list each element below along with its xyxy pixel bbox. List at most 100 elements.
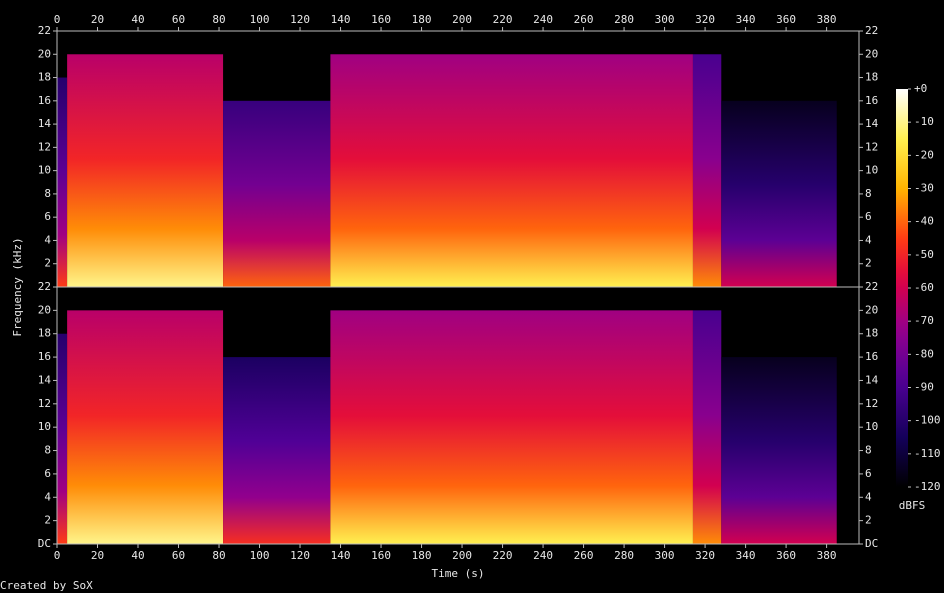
x-tick-label: 140 (331, 549, 351, 562)
colorbar-tick-label: -50 (914, 248, 934, 261)
x-tick-label: 340 (736, 549, 756, 562)
x-tick-label: 40 (131, 549, 144, 562)
spectrum-segment (692, 310, 722, 544)
x-axis-label: Time (s) (432, 567, 485, 580)
y-tick-label: 18 (38, 71, 51, 84)
x-tick-label: 300 (655, 13, 675, 26)
x-tick-label: 160 (371, 549, 391, 562)
colorbar-tick-label: -100 (914, 414, 941, 427)
colorbar-tick-label: -40 (914, 215, 934, 228)
y-tick-label: 22 (38, 24, 51, 37)
x-tick-label: 140 (331, 13, 351, 26)
x-tick-label: 360 (776, 549, 796, 562)
spectrum-segment (57, 333, 68, 544)
y-tick-label: 20 (865, 303, 878, 316)
x-tick-label: 80 (212, 13, 225, 26)
y-tick-label: 18 (38, 327, 51, 340)
y-tick-label: 2 (44, 514, 51, 527)
y-tick-label: 20 (38, 47, 51, 60)
y-tick-label: 8 (865, 187, 872, 200)
y-tick-label: 14 (865, 117, 879, 130)
y-tick-label: 22 (38, 280, 51, 293)
plot-frame (56, 286, 860, 545)
colorbar-tick-label: -90 (914, 381, 934, 394)
x-tick-label: 20 (91, 549, 104, 562)
y-tick-label: 22 (865, 280, 878, 293)
spectrum-segment (692, 54, 722, 287)
colorbar-tick-label: -80 (914, 347, 934, 360)
y-tick-label: DC (38, 537, 51, 550)
y-tick-label: 6 (44, 467, 51, 480)
x-tick-label: 60 (172, 13, 185, 26)
y-tick-label: DC (865, 537, 878, 550)
y-tick-label: 4 (44, 490, 51, 503)
spectrum-segment (330, 310, 693, 544)
y-tick-label: 10 (865, 420, 878, 433)
y-tick-label: 14 (38, 117, 52, 130)
x-tick-label: 120 (290, 13, 310, 26)
x-tick-label: 100 (250, 13, 270, 26)
spectrum-segment (223, 100, 331, 288)
x-tick-label: 360 (776, 13, 796, 26)
y-tick-label: 16 (865, 350, 878, 363)
colorbar-tick-label: -20 (914, 148, 934, 161)
x-tick-label: 240 (533, 549, 553, 562)
x-tick-label: 280 (614, 549, 634, 562)
y-tick-label: 4 (865, 233, 872, 246)
x-tick-label: 0 (54, 549, 61, 562)
x-tick-label: 380 (817, 549, 837, 562)
x-tick-label: 120 (290, 549, 310, 562)
x-tick-label: 160 (371, 13, 391, 26)
spectrum-segment (721, 357, 837, 544)
colorbar-tick-label: -60 (914, 281, 934, 294)
y-tick-label: 2 (865, 514, 872, 527)
x-tick-label: 100 (250, 549, 270, 562)
x-tick-label: 0 (54, 13, 61, 26)
y-tick-label: 6 (865, 210, 872, 223)
x-tick-label: 200 (452, 13, 472, 26)
y-tick-label: 20 (38, 303, 51, 316)
y-tick-label: 16 (865, 94, 878, 107)
spectrum-segment (57, 77, 68, 287)
y-tick-label: 14 (865, 373, 879, 386)
y-tick-label: 20 (865, 47, 878, 60)
colorbar (896, 89, 908, 487)
x-tick-label: 180 (412, 549, 432, 562)
x-tick-label: 300 (655, 549, 675, 562)
spectrum-segment (330, 54, 693, 287)
y-tick-label: 6 (44, 210, 51, 223)
x-tick-label: 80 (212, 549, 225, 562)
spectrum-segment (223, 357, 331, 544)
x-tick-label: 40 (131, 13, 144, 26)
y-tick-label: 4 (865, 490, 872, 503)
y-tick-label: 10 (865, 164, 878, 177)
x-tick-label: 200 (452, 549, 472, 562)
spectrum-segment (721, 100, 837, 288)
x-tick-label: 220 (493, 549, 513, 562)
x-tick-label: 220 (493, 13, 513, 26)
y-tick-label: 12 (865, 397, 878, 410)
x-tick-label: 180 (412, 13, 432, 26)
y-tick-label: 10 (38, 420, 51, 433)
y-tick-label: 8 (44, 444, 51, 457)
x-tick-label: 380 (817, 13, 837, 26)
x-tick-label: 260 (574, 13, 594, 26)
y-tick-label: 16 (38, 94, 51, 107)
y-tick-label: 8 (865, 444, 872, 457)
y-tick-label: 18 (865, 71, 878, 84)
x-tick-label: 320 (695, 13, 715, 26)
y-tick-label: 12 (38, 397, 51, 410)
colorbar-label: dBFS (899, 499, 926, 512)
colorbar-tick-label: +0 (914, 82, 927, 95)
x-tick-label: 340 (736, 13, 756, 26)
y-tick-label: 12 (38, 140, 51, 153)
spectrum-segment (67, 54, 224, 287)
colorbar-tick-label: -10 (914, 115, 934, 128)
y-tick-label: 12 (865, 140, 878, 153)
x-tick-label: 320 (695, 549, 715, 562)
spectrum-segment (67, 310, 224, 544)
x-tick-label: 240 (533, 13, 553, 26)
y-axis-label: Frequency (kHz) (11, 237, 24, 336)
colorbar-tick-label: -70 (914, 314, 934, 327)
